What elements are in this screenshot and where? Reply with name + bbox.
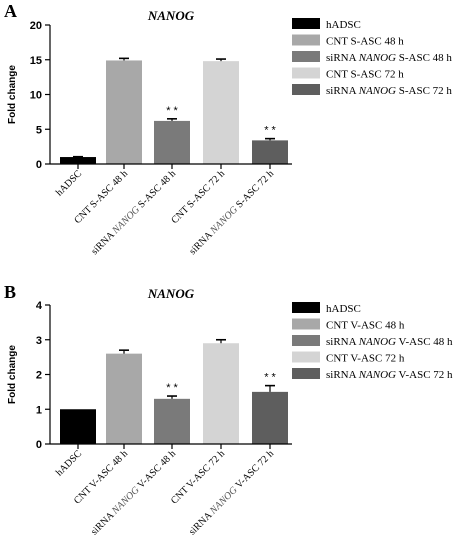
y-tick-label: 5 bbox=[36, 124, 42, 136]
x-tick-label: hADSC bbox=[54, 168, 84, 198]
legend-label: siRNA NANOG V-ASC 48 h bbox=[326, 336, 453, 348]
y-tick-label: 4 bbox=[36, 300, 43, 312]
bar bbox=[60, 409, 96, 444]
y-tick-label: 3 bbox=[36, 335, 42, 347]
bar bbox=[203, 343, 239, 444]
significance-label: * * bbox=[264, 125, 276, 137]
y-tick-label: 1 bbox=[36, 404, 42, 416]
legend-swatch bbox=[292, 34, 320, 46]
y-tick-label: 10 bbox=[30, 90, 42, 102]
legend-label: CNT S-ASC 48 h bbox=[326, 36, 404, 48]
x-tick-label: siRNA NANOG V-ASC 72 h bbox=[187, 448, 276, 537]
legend-swatch bbox=[292, 351, 320, 363]
significance-label: * * bbox=[166, 382, 178, 394]
legend-label: siRNA NANOG S-ASC 48 h bbox=[326, 52, 452, 64]
y-tick-label: 0 bbox=[36, 439, 42, 451]
panel-letter: B bbox=[4, 282, 16, 302]
significance-label: * * bbox=[166, 105, 178, 117]
bar bbox=[252, 140, 288, 164]
chart-title: NANOG bbox=[147, 286, 195, 301]
chart-panel-B: B NANOG Fold change * * * * 0 1 2 3 4 hADSC CNT V-A… bbox=[4, 282, 453, 537]
chart-title: NANOG bbox=[147, 8, 195, 23]
x-tick-label: siRNA NANOG S-ASC 72 h bbox=[187, 168, 276, 257]
y-axis-label: Fold change bbox=[7, 65, 18, 124]
x-tick-label: siRNA NANOG S-ASC 48 h bbox=[89, 168, 178, 257]
significance-label: * * bbox=[264, 372, 276, 384]
panel-letter: A bbox=[4, 1, 17, 21]
legend-swatch bbox=[292, 335, 320, 346]
legend-label: siRNA NANOG V-ASC 72 h bbox=[326, 369, 453, 381]
x-tick-label: hADSC bbox=[54, 448, 84, 478]
legend-label: CNT V-ASC 72 h bbox=[326, 353, 405, 365]
bar bbox=[154, 120, 190, 164]
legend-label: CNT S-ASC 72 h bbox=[326, 69, 404, 81]
legend-label: siRNA NANOG S-ASC 72 h bbox=[326, 85, 452, 97]
legend-swatch bbox=[292, 67, 320, 79]
x-tick-label: siRNA NANOG V-ASC 48 h bbox=[89, 448, 178, 537]
legend-swatch bbox=[292, 18, 320, 29]
bar bbox=[203, 61, 239, 164]
y-tick-label: 0 bbox=[36, 159, 42, 171]
bar bbox=[106, 60, 142, 164]
legend-label: hADSC bbox=[326, 19, 361, 31]
bar bbox=[60, 157, 96, 164]
legend-label: hADSC bbox=[326, 303, 361, 315]
bar bbox=[252, 391, 288, 444]
legend-swatch bbox=[292, 302, 320, 313]
bar bbox=[106, 353, 142, 444]
y-tick-label: 2 bbox=[36, 370, 42, 382]
legend-swatch bbox=[292, 318, 320, 330]
legend-swatch bbox=[292, 368, 320, 379]
legend-label: CNT V-ASC 48 h bbox=[326, 320, 405, 332]
bar bbox=[154, 398, 190, 444]
chart-panel-A: A NANOG Fold change * * * * 0 5 10 15 20 hADSC CNT … bbox=[4, 1, 452, 257]
y-tick-label: 20 bbox=[30, 20, 42, 32]
y-axis-label: Fold change bbox=[7, 345, 18, 404]
y-tick-label: 15 bbox=[30, 55, 42, 67]
legend-swatch bbox=[292, 84, 320, 95]
legend-swatch bbox=[292, 51, 320, 62]
